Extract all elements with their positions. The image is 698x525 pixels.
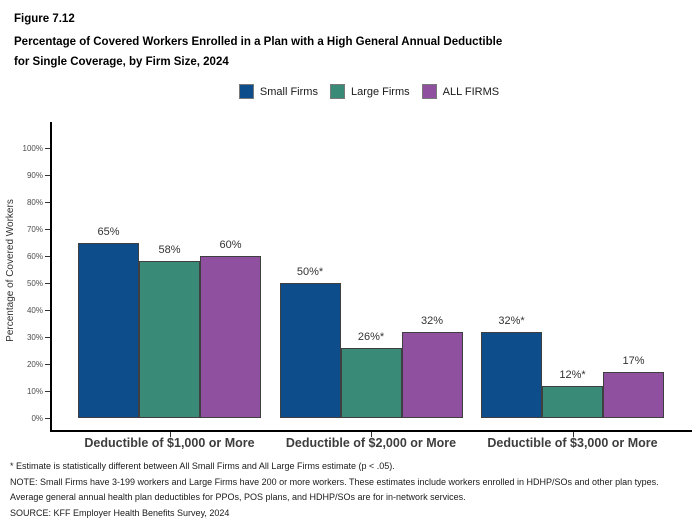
legend-label-large-firms: Large Firms bbox=[350, 85, 410, 98]
legend-item-all-firms: ALL FIRMS bbox=[421, 84, 500, 99]
y-tick-label: 10% bbox=[26, 386, 43, 396]
bar-large-firms-deductible-of-2-000-or-more bbox=[340, 347, 402, 418]
all-firms-swatch-icon bbox=[421, 84, 437, 99]
legend: Small Firms Large Firms ALL FIRMS bbox=[40, 84, 698, 99]
footnote-asterisk: * Estimate is statistically different be… bbox=[10, 461, 395, 471]
small-firms-swatch-icon bbox=[238, 84, 254, 99]
y-axis-spine bbox=[50, 122, 52, 432]
bar-value-label-small-firms-deductible-of-1-000-or-more: 65% bbox=[97, 225, 120, 238]
bar-all-firms-deductible-of-3-000-or-more bbox=[603, 372, 664, 418]
y-tick-label: 0% bbox=[31, 413, 43, 423]
y-tick-mark bbox=[45, 364, 50, 365]
bar-value-label-large-firms-deductible-of-1-000-or-more: 58% bbox=[158, 244, 181, 257]
bar-value-label-all-firms-deductible-of-2-000-or-more: 32% bbox=[420, 314, 444, 327]
y-tick-label: 20% bbox=[26, 359, 43, 369]
bar-value-label-small-firms-deductible-of-2-000-or-more: 50%* bbox=[296, 266, 324, 278]
bar-value-label-large-firms-deductible-of-3-000-or-more: 12%* bbox=[559, 368, 586, 381]
y-tick-mark bbox=[45, 229, 50, 230]
y-tick-label: 90% bbox=[26, 170, 43, 180]
bar-value-label-all-firms-deductible-of-1-000-or-more: 60% bbox=[219, 239, 242, 251]
legend-item-large-firms: Large Firms bbox=[329, 84, 410, 99]
y-tick-mark bbox=[45, 310, 50, 311]
legend-label-small-firms: Small Firms bbox=[259, 85, 318, 98]
bar-value-label-small-firms-deductible-of-3-000-or-more: 32%* bbox=[498, 314, 525, 327]
x-tick-mark bbox=[572, 432, 574, 437]
y-tick-mark bbox=[45, 202, 50, 203]
bar-large-firms-deductible-of-1-000-or-more bbox=[139, 261, 200, 418]
bar-small-firms-deductible-of-3-000-or-more bbox=[481, 331, 542, 418]
x-category-label: Deductible of $2,000 or More bbox=[285, 436, 457, 450]
y-tick-label: 60% bbox=[26, 251, 43, 261]
bar-all-firms-deductible-of-2-000-or-more bbox=[401, 331, 463, 418]
footnotes: * Estimate is statistically different be… bbox=[10, 459, 690, 521]
chart-title-line-2: for Single Coverage, by Firm Size, 2024 bbox=[14, 56, 229, 68]
y-tick-label: 50% bbox=[26, 278, 43, 288]
y-tick-label: 80% bbox=[26, 197, 43, 207]
figure-number: Figure 7.12 bbox=[14, 13, 75, 25]
chart-title-line-1: Percentage of Covered Workers Enrolled i… bbox=[14, 36, 503, 48]
y-tick-mark bbox=[45, 337, 50, 338]
bar-value-label-all-firms-deductible-of-3-000-or-more: 17% bbox=[622, 355, 645, 368]
x-tick-mark bbox=[169, 432, 171, 437]
y-tick-label: 30% bbox=[26, 332, 43, 342]
y-tick-mark bbox=[45, 148, 50, 149]
bar-small-firms-deductible-of-1-000-or-more bbox=[78, 242, 139, 418]
y-tick-mark bbox=[45, 175, 50, 176]
y-axis-title-box: Percentage of Covered Workers bbox=[2, 122, 18, 418]
footnote-source: SOURCE: KFF Employer Health Benefits Sur… bbox=[10, 507, 230, 518]
large-firms-swatch-icon bbox=[329, 84, 345, 99]
y-tick-mark bbox=[45, 418, 50, 419]
y-tick-mark bbox=[45, 256, 50, 257]
footnote-note: NOTE: Small Firms have 3-199 workers and… bbox=[10, 476, 659, 503]
bar-all-firms-deductible-of-1-000-or-more bbox=[200, 256, 261, 418]
x-category-label: Deductible of $3,000 or More bbox=[487, 436, 658, 450]
x-tick-mark bbox=[371, 432, 372, 437]
y-tick-label: 70% bbox=[26, 224, 43, 234]
y-tick-label: 100% bbox=[22, 143, 43, 153]
bar-chart: Percentage of Covered Workers 0% 10% 20% 30… bbox=[0, 118, 698, 458]
y-tick-mark bbox=[45, 391, 50, 392]
legend-label-all-firms: ALL FIRMS bbox=[442, 85, 500, 98]
bar-large-firms-deductible-of-3-000-or-more bbox=[542, 385, 603, 418]
y-axis-title: Percentage of Covered Workers bbox=[4, 198, 16, 342]
bar-small-firms-deductible-of-2-000-or-more bbox=[279, 283, 341, 418]
bar-value-label-large-firms-deductible-of-2-000-or-more: 26%* bbox=[357, 330, 385, 343]
y-tick-mark bbox=[45, 283, 50, 284]
x-axis-spine bbox=[50, 430, 692, 432]
legend-item-small-firms: Small Firms bbox=[238, 84, 318, 99]
x-category-label: Deductible of $1,000 or More bbox=[84, 436, 255, 450]
y-tick-label: 40% bbox=[26, 305, 43, 315]
